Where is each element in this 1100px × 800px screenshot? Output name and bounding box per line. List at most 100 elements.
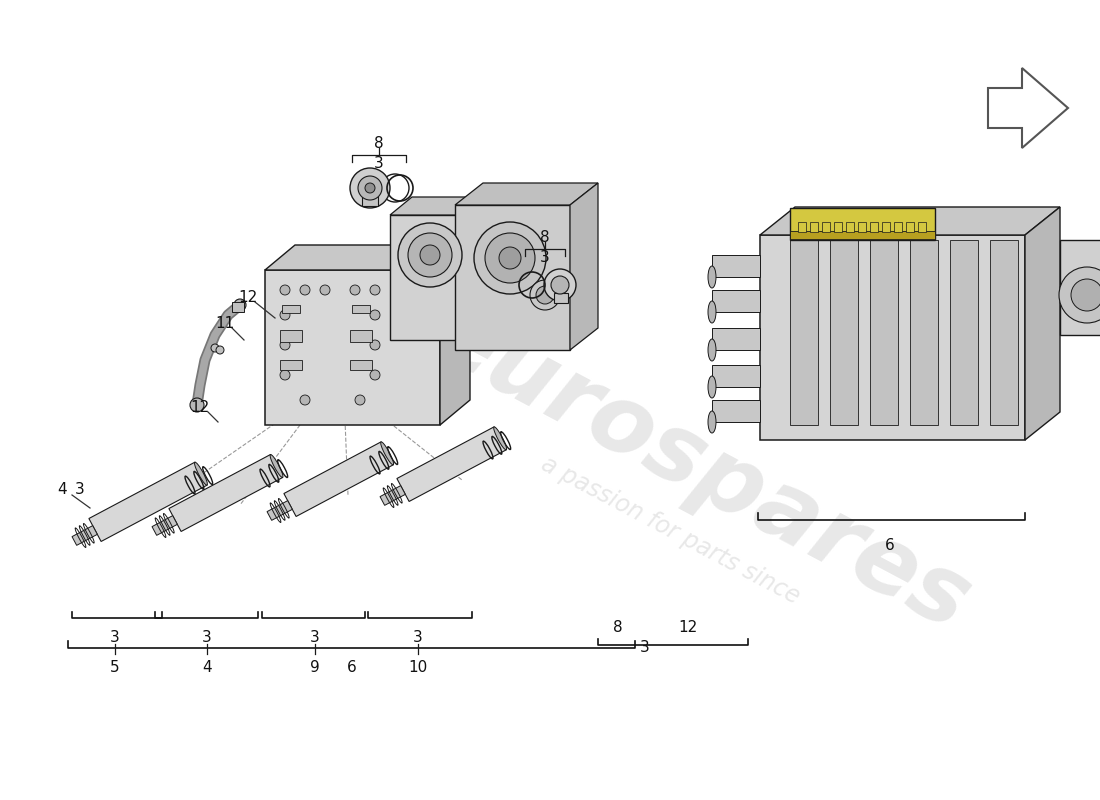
Bar (282, 305, 300, 313)
Bar (790, 208, 935, 240)
Bar (712, 365, 760, 387)
Bar (810, 222, 818, 232)
Circle shape (300, 395, 310, 405)
Bar (906, 222, 914, 232)
Polygon shape (455, 183, 598, 205)
Ellipse shape (271, 454, 283, 478)
Ellipse shape (708, 376, 716, 398)
Circle shape (544, 269, 576, 301)
Ellipse shape (708, 301, 716, 323)
Text: 6: 6 (886, 538, 895, 553)
Circle shape (499, 247, 521, 269)
Text: 3: 3 (640, 641, 650, 655)
Bar (362, 196, 378, 206)
Bar (712, 328, 760, 350)
Polygon shape (267, 501, 293, 520)
Bar (990, 240, 1018, 425)
Bar (894, 222, 902, 232)
Circle shape (370, 285, 379, 295)
Polygon shape (284, 442, 393, 517)
Bar (1060, 240, 1100, 335)
Polygon shape (169, 454, 283, 531)
Circle shape (1071, 279, 1100, 311)
Circle shape (216, 346, 224, 354)
Circle shape (355, 395, 365, 405)
Bar (712, 400, 760, 422)
Text: 4: 4 (57, 482, 67, 498)
Circle shape (234, 299, 246, 311)
Polygon shape (72, 526, 97, 546)
Bar (870, 240, 898, 425)
Bar (830, 240, 858, 425)
Ellipse shape (708, 411, 716, 433)
Bar (712, 255, 760, 277)
Circle shape (474, 222, 546, 294)
Circle shape (1059, 267, 1100, 323)
Bar (918, 222, 926, 232)
Text: 9: 9 (310, 661, 320, 675)
Bar (882, 222, 890, 232)
Text: a passion for parts since: a passion for parts since (537, 451, 803, 609)
Circle shape (211, 344, 219, 352)
Bar (280, 360, 302, 370)
Ellipse shape (195, 462, 208, 485)
Circle shape (530, 280, 560, 310)
Text: 4: 4 (202, 661, 212, 675)
Polygon shape (988, 68, 1068, 148)
Text: eurospares: eurospares (415, 289, 986, 651)
Bar (910, 240, 938, 425)
Circle shape (370, 340, 379, 350)
Bar (712, 290, 760, 312)
Bar (950, 240, 978, 425)
Bar (846, 222, 854, 232)
Polygon shape (390, 197, 487, 215)
Text: 8: 8 (374, 135, 384, 150)
Ellipse shape (708, 339, 716, 361)
Circle shape (365, 183, 375, 193)
Text: 11: 11 (216, 315, 234, 330)
Circle shape (350, 285, 360, 295)
Circle shape (370, 370, 379, 380)
Text: 3: 3 (540, 250, 550, 265)
Polygon shape (152, 516, 177, 535)
Bar (265, 270, 440, 425)
Bar (350, 330, 372, 342)
Polygon shape (265, 245, 470, 270)
Text: 3: 3 (75, 482, 85, 498)
Text: 3: 3 (414, 630, 422, 646)
Text: 8: 8 (540, 230, 550, 245)
Polygon shape (89, 462, 207, 542)
Bar (280, 330, 302, 342)
Circle shape (300, 285, 310, 295)
Circle shape (370, 310, 379, 320)
Polygon shape (1025, 207, 1060, 440)
Polygon shape (379, 486, 405, 506)
Polygon shape (397, 427, 506, 502)
Polygon shape (465, 197, 487, 340)
Circle shape (485, 233, 535, 283)
Bar (760, 235, 1025, 440)
Circle shape (420, 245, 440, 265)
Text: 5: 5 (110, 661, 120, 675)
Bar (455, 205, 570, 350)
Ellipse shape (494, 427, 507, 450)
Polygon shape (570, 183, 598, 350)
Bar (798, 222, 806, 232)
Bar (554, 293, 568, 303)
Bar (790, 240, 818, 425)
Bar (858, 222, 866, 232)
Text: 8: 8 (613, 621, 623, 635)
Bar (790, 231, 935, 239)
Bar (822, 222, 830, 232)
Ellipse shape (708, 266, 716, 288)
Circle shape (551, 276, 569, 294)
Text: 3: 3 (202, 630, 212, 646)
Polygon shape (440, 245, 470, 425)
Circle shape (320, 285, 330, 295)
Text: 12: 12 (679, 621, 697, 635)
Text: 3: 3 (374, 155, 384, 170)
Circle shape (280, 310, 290, 320)
Text: 12: 12 (239, 290, 257, 306)
Circle shape (358, 176, 382, 200)
Circle shape (280, 340, 290, 350)
